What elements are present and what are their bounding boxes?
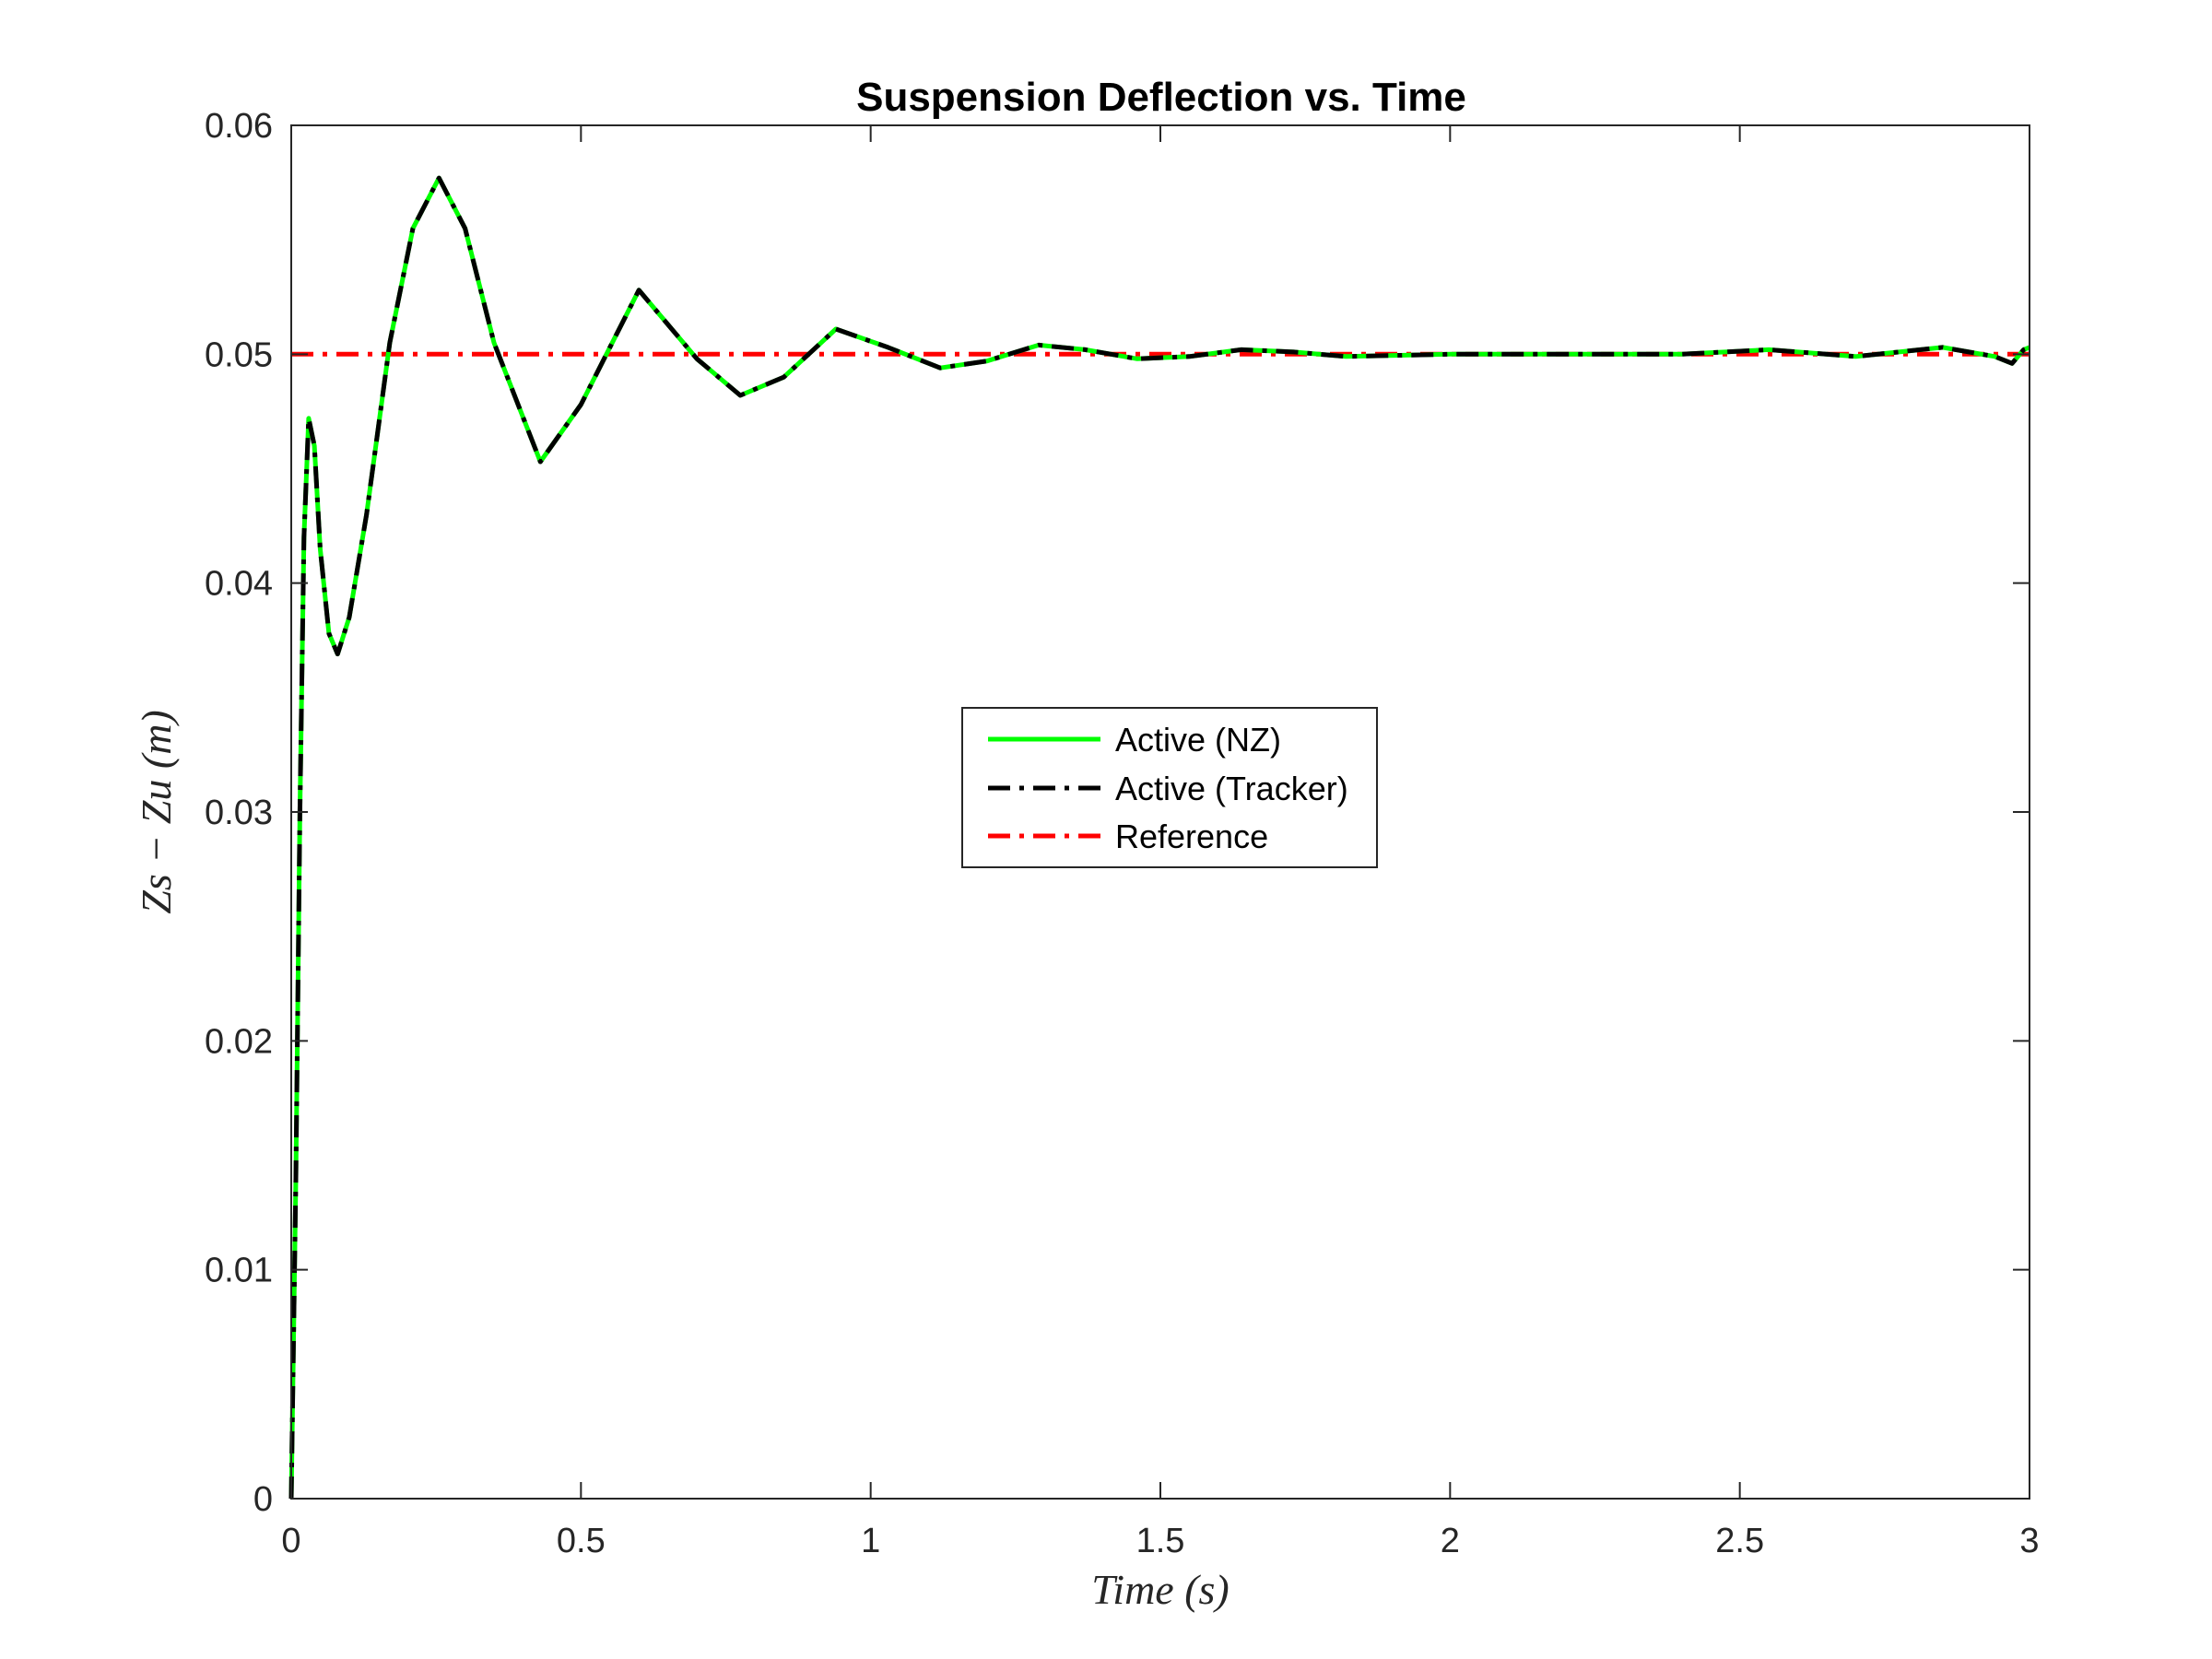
- x-tick-label: 1: [861, 1522, 880, 1560]
- chart-title: Suspension Deflection vs. Time: [856, 75, 1466, 120]
- y-tick-label: 0.01: [205, 1252, 273, 1290]
- series-line-active-tracker: [288, 175, 2030, 1500]
- x-tick-label: 0: [281, 1522, 300, 1560]
- series-layer: [288, 175, 2030, 1500]
- y-tick-label: 0.03: [205, 794, 273, 832]
- legend-label-active-tracker: Active (Tracker): [1115, 770, 1348, 807]
- legend-box: [961, 707, 1378, 868]
- y-tick-label: 0.04: [205, 565, 273, 604]
- y-axis-label: Zs − Zu (m): [133, 710, 180, 913]
- legend-label-active-nz: Active (NZ): [1115, 721, 1281, 759]
- x-tick-label: 2: [1441, 1522, 1460, 1560]
- legend: Active (NZ) Active (Tracker) Reference: [961, 707, 1378, 868]
- y-tick-label: 0.06: [205, 107, 273, 146]
- y-tick-label: 0.05: [205, 335, 273, 374]
- y-axis-ticks: 0 0.01 0.02 0.03 0.04 0.05 0.06: [205, 107, 2030, 1519]
- x-axis-label: Time (s): [1091, 1566, 1230, 1613]
- x-tick-label: 2.5: [1715, 1522, 1764, 1560]
- x-axis-ticks: 0 0.5 1 1.5 2 2.5 3: [281, 125, 2040, 1560]
- x-tick-label: 1.5: [1136, 1522, 1185, 1560]
- legend-label-reference: Reference: [1115, 818, 1268, 855]
- y-tick-label: 0.02: [205, 1022, 273, 1061]
- y-tick-label: 0: [253, 1480, 273, 1519]
- x-tick-label: 3: [2019, 1522, 2039, 1560]
- x-tick-label: 0.5: [557, 1522, 606, 1560]
